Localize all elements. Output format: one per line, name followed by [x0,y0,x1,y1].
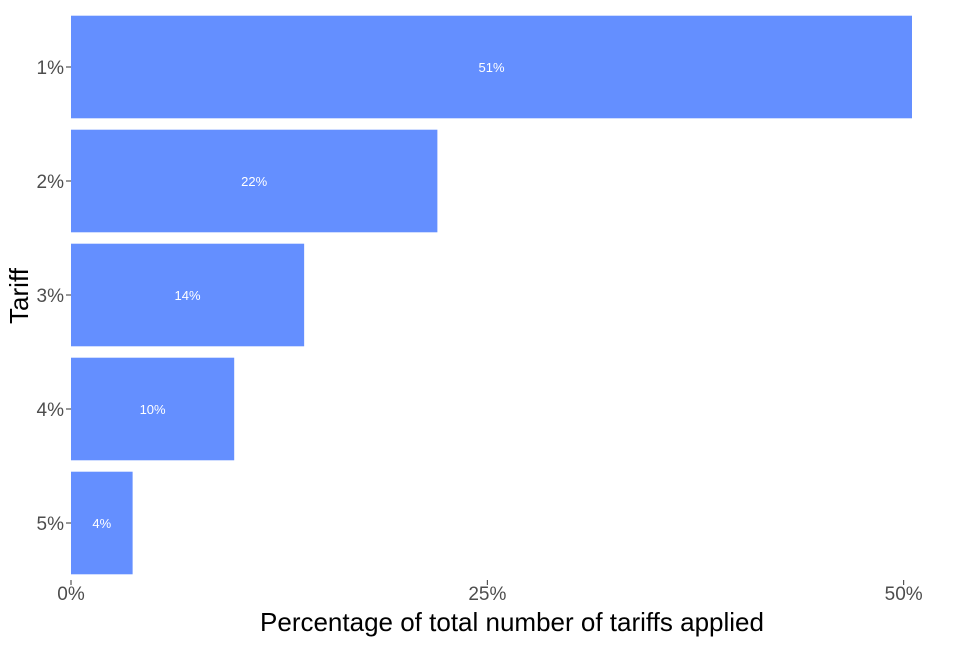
bar-value-label-1: 51% [478,60,504,75]
bar-labels-group: 51% 22% 14% 10% 4% [92,60,505,531]
bar-2 [71,129,438,233]
x-axis-title: Percentage of total number of tariffs ap… [260,607,764,637]
y-tick-label-1: 1% [37,58,65,79]
bar-4 [71,357,235,461]
y-tick-label-5: 5% [37,514,65,535]
x-tick-label-3: 50% [885,584,923,605]
bar-3 [71,243,305,347]
y-tick-label-4: 4% [37,400,65,421]
y-axis: 1% 2% 3% 4% 5% [37,58,71,535]
bar-5 [71,471,133,575]
x-tick-label-2: 25% [468,584,506,605]
bar-value-label-2: 22% [241,174,267,189]
y-tick-label-2: 2% [37,172,65,193]
bar-value-label-5: 4% [92,516,111,531]
bar-1 [71,15,912,119]
bar-value-label-3: 14% [175,288,201,303]
y-tick-label-3: 3% [37,286,65,307]
x-axis: 0% 25% 50% [57,580,923,605]
x-tick-label-1: 0% [57,584,85,605]
bars-group [71,15,912,575]
bar-value-label-4: 10% [140,402,166,417]
y-axis-title: Tariff [4,267,34,324]
